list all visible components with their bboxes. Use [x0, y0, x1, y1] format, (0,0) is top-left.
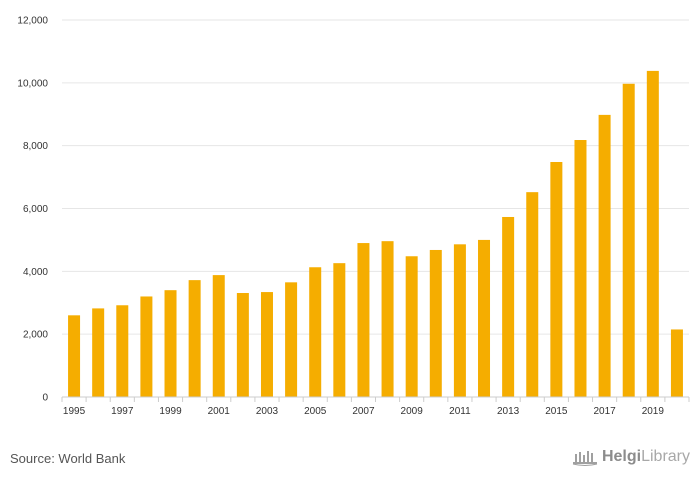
y-tick-label: 10,000: [17, 78, 48, 89]
x-tick-label: 2015: [545, 406, 568, 417]
x-tick-label: 2019: [642, 406, 665, 417]
bar-1998: [140, 296, 153, 397]
bar-1995: [68, 315, 81, 397]
y-axis: 0 2,000 4,000 6,000 8,000 10,000 12,000: [17, 16, 48, 404]
bar-2004: [285, 282, 298, 397]
bar-2007: [357, 243, 370, 397]
y-tick-label: 2,000: [23, 330, 48, 341]
x-tick-label: 2005: [304, 406, 327, 417]
y-tick-label: 12,000: [17, 16, 48, 27]
bar-2018: [622, 83, 635, 398]
bar-2006: [333, 263, 346, 397]
bar-2009: [405, 256, 418, 397]
x-tick-label: 2013: [497, 406, 520, 417]
logo-text-bold: Helgi: [601, 448, 642, 465]
bar-2011: [453, 244, 466, 397]
bar-2001: [212, 275, 225, 397]
bar-2013: [502, 216, 515, 397]
bar-1997: [116, 305, 129, 397]
bar-series: [68, 70, 683, 398]
bar-2005: [309, 267, 322, 397]
y-tick-label: 4,000: [23, 267, 48, 278]
y-tick-label: 6,000: [23, 204, 48, 215]
bar-2017: [598, 114, 611, 398]
logo-text-light: Library: [641, 448, 690, 465]
bar-2012: [478, 239, 491, 397]
helgi-library-logo: HelgiLibrary: [572, 448, 690, 466]
y-tick-label: 0: [42, 393, 48, 404]
bar-1996: [92, 308, 105, 397]
bar-2002: [236, 293, 249, 397]
library-logo-icon: [572, 451, 598, 466]
grid-lines: [62, 19, 689, 335]
x-tick-label: 2017: [593, 406, 616, 417]
bar-2008: [381, 241, 394, 397]
x-tick-label: 2007: [352, 406, 375, 417]
x-tick-label: 1997: [111, 406, 134, 417]
x-tick-label: 2003: [256, 406, 279, 417]
bar-2015: [550, 162, 563, 397]
bar-2020: [670, 329, 683, 397]
chart-footer: Source: World Bank HelgiLibrary: [0, 440, 700, 483]
bar-2019: [646, 70, 659, 398]
bar-2014: [526, 192, 539, 397]
x-axis: 1995 1997 1999 2001 2003 2005 2007 2009 2011 2013…: [61, 396, 690, 417]
bar-2016: [574, 140, 587, 398]
x-tick-label: 2009: [401, 406, 424, 417]
y-tick-label: 8,000: [23, 141, 48, 152]
x-tick-label: 1999: [159, 406, 182, 417]
x-tick-label: 2001: [208, 406, 231, 417]
x-tick-label: 2011: [449, 406, 471, 417]
bar-2003: [260, 292, 273, 397]
source-label: Source: World Bank: [10, 451, 126, 466]
logo-text: HelgiLibrary: [602, 448, 690, 466]
x-tick-label: 1995: [63, 406, 86, 417]
bar-2000: [188, 280, 201, 397]
bar-1999: [164, 290, 177, 397]
bar-2010: [429, 249, 442, 397]
